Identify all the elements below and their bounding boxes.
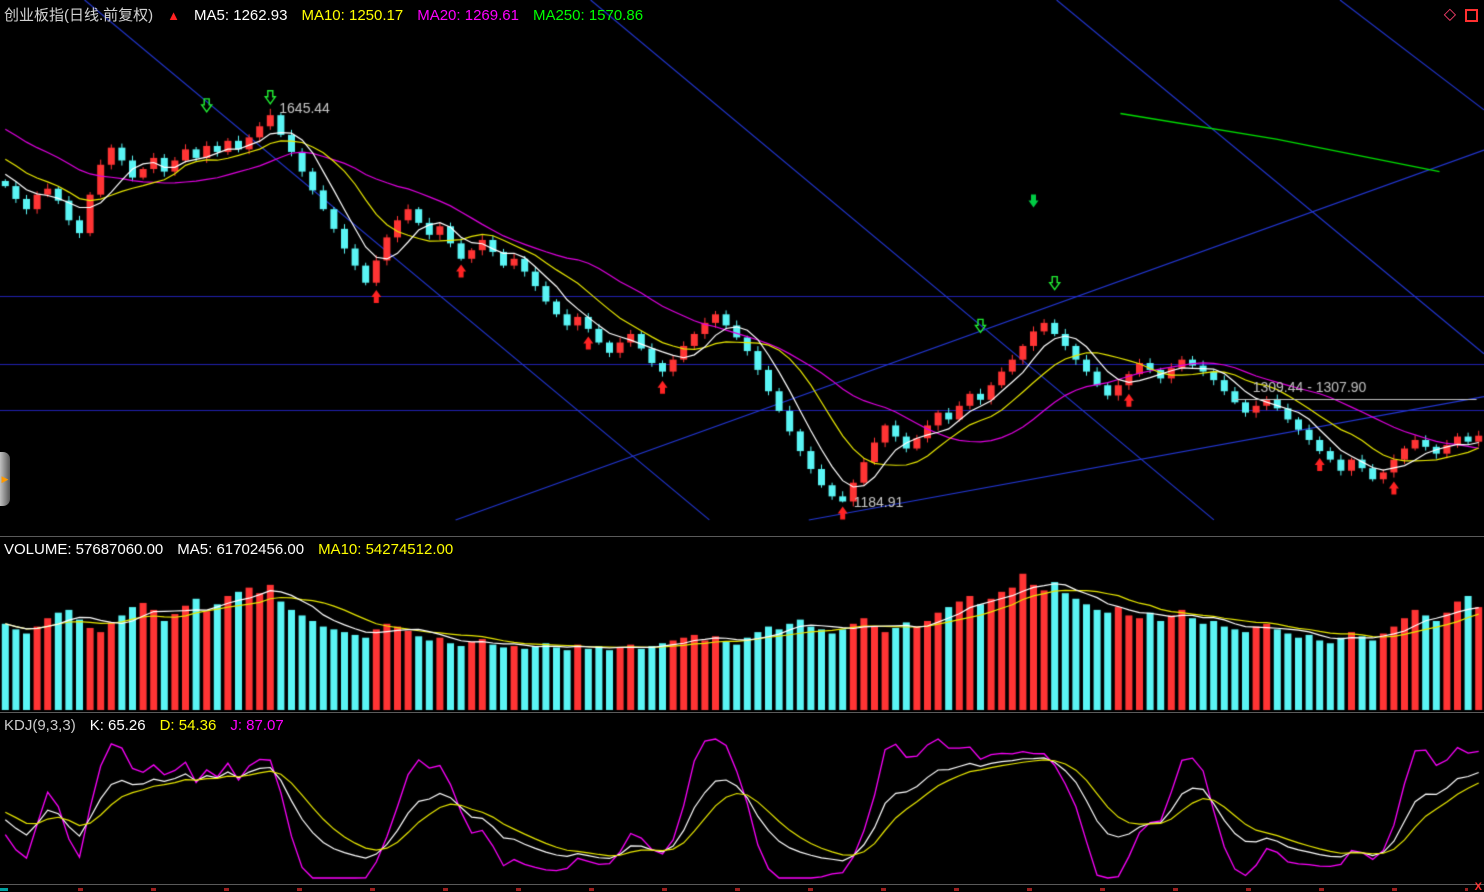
candlestick-chart[interactable] bbox=[0, 0, 1484, 536]
volume-header: VOLUME: 57687060.00 MA5: 61702456.00 MA10:… bbox=[4, 541, 467, 558]
bottom-bar: X bbox=[0, 881, 1484, 892]
kdj-chart[interactable] bbox=[0, 713, 1484, 884]
ma-label: MA10: 1250.17 bbox=[301, 7, 404, 24]
scroll-indicator bbox=[0, 888, 8, 891]
volume-label: MA5: 61702456.00 bbox=[177, 541, 305, 558]
diamond-icon[interactable]: ◇ bbox=[1443, 6, 1456, 23]
volume-panel: VOLUME: 57687060.00 MA5: 61702456.00 MA10:… bbox=[0, 537, 1484, 713]
chart-title: 创业板指(日线.前复权) bbox=[4, 7, 154, 24]
kdj-header: KDJ(9,3,3) K: 65.26 D: 54.36 J: 87.07 bbox=[4, 717, 298, 734]
ma-label: MA20: 1269.61 bbox=[417, 7, 519, 24]
ma-label: MA250: 1570.86 bbox=[532, 7, 644, 24]
kdj-label: D: 54.36 bbox=[159, 717, 217, 734]
kdj-label: K: 65.26 bbox=[89, 717, 146, 734]
volume-label: MA10: 54274512.00 bbox=[318, 541, 454, 558]
chart-header: 创业板指(日线.前复权) ▲ MA5: 1262.93 MA10: 1250.17 MA… bbox=[4, 4, 671, 25]
kdj-label: KDJ(9,3,3) bbox=[4, 717, 76, 734]
volume-chart[interactable] bbox=[0, 537, 1484, 712]
window-icon[interactable] bbox=[1465, 8, 1478, 22]
kdj-panel: KDJ(9,3,3) K: 65.26 D: 54.36 J: 87.07 bbox=[0, 713, 1484, 885]
volume-label: VOLUME: 57687060.00 bbox=[4, 541, 164, 558]
ma-label: MA5: 1262.93 bbox=[194, 7, 288, 24]
axis-ticks bbox=[10, 888, 1468, 891]
expand-arrow-icon: ▶ bbox=[1, 473, 9, 484]
kdj-label: J: 87.07 bbox=[230, 717, 284, 734]
candlestick-panel: 创业板指(日线.前复权) ▲ MA5: 1262.93 MA10: 1250.17 MA… bbox=[0, 0, 1484, 537]
close-icon[interactable]: X bbox=[1474, 881, 1482, 892]
sidebar-expand-handle[interactable]: ▶ bbox=[0, 452, 10, 506]
ma-values: MA5: 1262.93 MA10: 1250.17 MA20: 1269.61 MA… bbox=[194, 7, 657, 24]
corner-toolbar: ◇ bbox=[1443, 6, 1478, 23]
up-arrow-icon: ▲ bbox=[167, 8, 181, 23]
